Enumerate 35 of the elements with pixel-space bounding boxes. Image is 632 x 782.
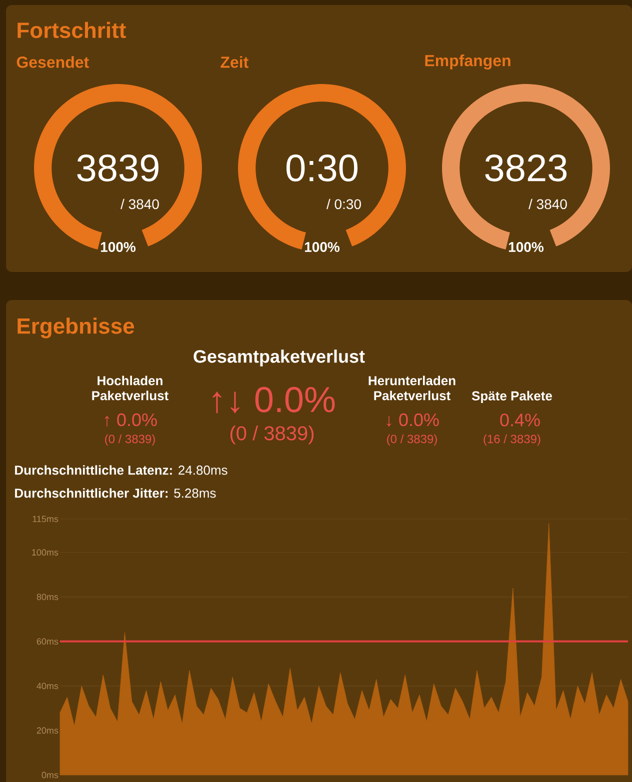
text: ↑ 0.0%: [104, 413, 157, 427]
y-tick-label: 40ms: [36, 682, 58, 690]
y-tick-label: 20ms: [36, 727, 58, 734]
text: 0:30: [286, 154, 358, 182]
text: Durchschnittlicher Jitter: 5.28ms: [15, 488, 216, 498]
text: Hochladen Paketverlust: [92, 376, 168, 400]
text: 3823: [485, 154, 567, 182]
chart-title: Empfangen: [425, 54, 510, 70]
y-tick-label: 115ms: [32, 516, 58, 522]
chart-title: Zeit: [220, 56, 248, 68]
text: 100%: [508, 242, 544, 252]
text: Fortschritt: [18, 22, 126, 38]
text: (16 / 3839): [484, 434, 540, 446]
y-tick-label: 100ms: [32, 549, 58, 556]
text: (0 / 3839): [230, 426, 314, 444]
y-tick-label: 60ms: [36, 638, 58, 645]
text: Ergebnisse: [18, 318, 134, 338]
text: (0 / 3839): [387, 434, 437, 446]
text: 100%: [100, 242, 136, 252]
text: Gesamtpaketverlust: [194, 350, 365, 366]
text: ↓ 0.0%: [386, 413, 439, 427]
text: 100%: [304, 242, 340, 252]
y-tick-label: 80ms: [36, 594, 58, 600]
text: / 0:30: [326, 198, 361, 210]
y-tick-label: 0ms: [42, 772, 58, 778]
text: Herunterladen Paketverlust: [368, 376, 456, 400]
chart-title: Gesendet: [16, 56, 89, 68]
text: 3839: [77, 154, 158, 182]
text: / 3840: [120, 198, 159, 210]
text: (0 / 3839): [105, 434, 155, 446]
text: 0.4%: [500, 414, 540, 426]
text: / 3840: [528, 198, 567, 210]
text: Durchschnittliche Latenz: 24.80ms: [15, 465, 228, 475]
text: ↑↓ 0.0%: [212, 386, 335, 414]
text: Späte Pakete: [472, 390, 552, 404]
